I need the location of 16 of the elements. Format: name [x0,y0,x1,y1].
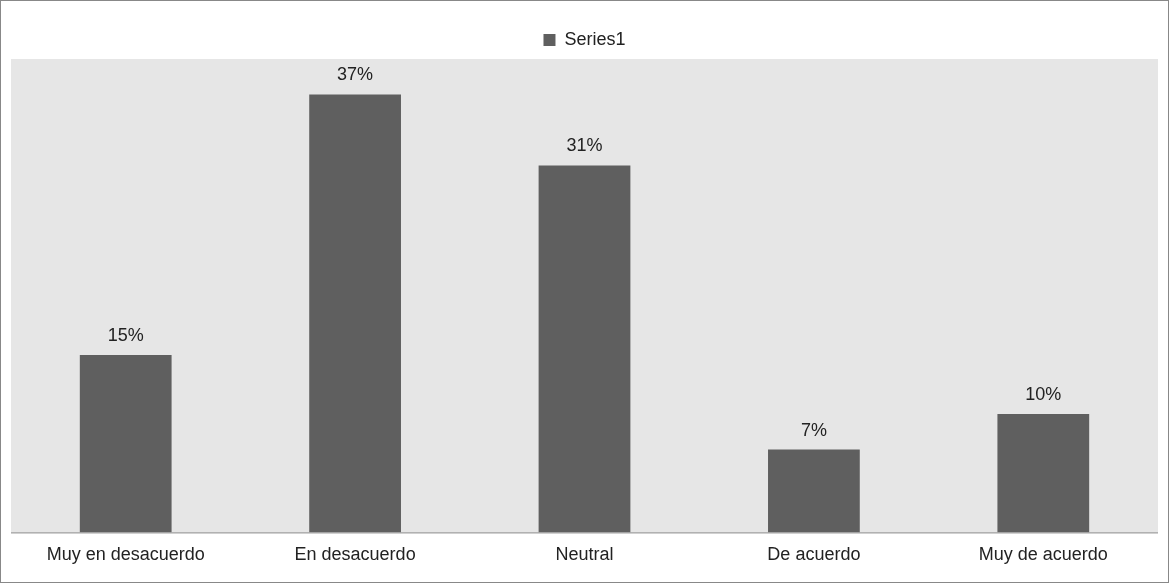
x-tick-label: Muy en desacuerdo [46,544,205,565]
x-tick-label: Muy de acuerdo [978,544,1108,565]
bar [79,354,172,533]
x-tick-label: De acuerdo [767,544,861,565]
data-label: 15% [107,324,144,345]
x-tick-label: En desacuerdo [294,544,416,565]
bar [997,414,1090,533]
data-label: 31% [566,135,603,156]
x-tick-label: Neutral [555,544,614,565]
data-label: 10% [1025,384,1062,405]
bar [309,94,401,533]
bar [768,449,860,533]
bar [538,165,631,533]
data-label: 7% [800,419,827,440]
data-label: 37% [337,64,374,85]
legend-label: Series1 [564,28,626,49]
